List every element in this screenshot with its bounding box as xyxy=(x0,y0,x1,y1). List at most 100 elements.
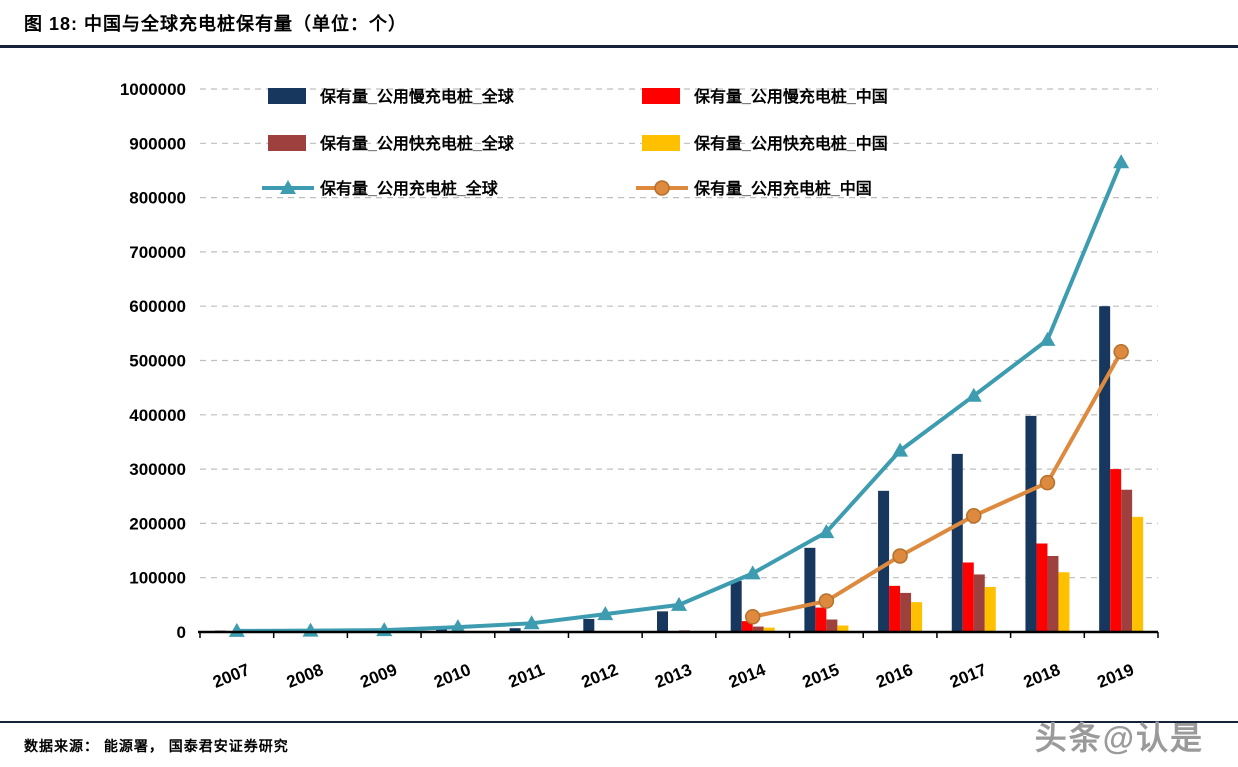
bar xyxy=(1132,516,1144,632)
circle-marker xyxy=(1039,474,1056,491)
y-tick-label: 700000 xyxy=(129,243,186,262)
title-rule xyxy=(0,45,1238,48)
bar xyxy=(962,562,974,632)
data-line xyxy=(750,349,1124,619)
x-axis xyxy=(198,630,1159,638)
bar-series xyxy=(214,306,1144,632)
y-axis-labels: 0 100000 200000 300000 400000 500000 600000 700… xyxy=(120,80,186,642)
x-tick-label: 2007 xyxy=(210,660,252,692)
bar xyxy=(1036,543,1048,632)
triangle-marker xyxy=(1113,154,1130,169)
triangle-marker xyxy=(449,619,466,634)
y-tick-label: 400000 xyxy=(129,406,186,425)
bar xyxy=(657,611,668,632)
bar xyxy=(509,628,521,632)
legend-swatch xyxy=(642,88,680,104)
legend-label: 保有量_公用充电桩_全球 xyxy=(319,179,499,198)
y-tick-label: 100000 xyxy=(129,569,186,588)
watermark-text: 头条@认是 xyxy=(1034,720,1204,756)
circle-marker xyxy=(892,548,908,564)
legend-swatch xyxy=(268,135,306,151)
triangle-marker xyxy=(523,615,540,630)
bar xyxy=(951,453,963,632)
triangle-marker xyxy=(744,565,761,580)
x-tick-label: 2010 xyxy=(431,660,473,692)
gridlines xyxy=(200,88,1158,579)
legend-label: 保有量_公用充电桩_中国 xyxy=(693,179,872,198)
circle-marker xyxy=(744,609,761,625)
legend-triangle-marker xyxy=(280,180,296,194)
figure-title: 图 18: 中国与全球充电桩保有量（单位：个） xyxy=(24,14,408,34)
triangle-marker xyxy=(965,387,982,402)
bar xyxy=(763,627,775,632)
y-tick-label: 1000000 xyxy=(120,80,186,99)
y-tick-label: 800000 xyxy=(129,189,186,208)
bar xyxy=(741,621,753,632)
legend-label: 保有量_公用慢充电桩_全球 xyxy=(319,87,515,106)
bar xyxy=(878,490,890,632)
data-source-text: 数据来源： 能源署， 国泰君安证券研究 xyxy=(24,738,289,754)
triangle-marker xyxy=(228,622,245,637)
bar xyxy=(752,626,764,632)
bar xyxy=(815,607,827,632)
bar xyxy=(837,625,849,632)
x-tick-label: 2013 xyxy=(652,660,694,692)
x-tick-label: 2018 xyxy=(1021,660,1063,692)
x-tick-label: 2012 xyxy=(579,660,621,692)
bar xyxy=(984,586,996,632)
triangle-marker xyxy=(671,596,687,611)
bar xyxy=(911,602,923,632)
bar xyxy=(1058,572,1070,632)
circle-marker xyxy=(818,593,835,609)
bar xyxy=(730,580,742,632)
y-tick-label: 300000 xyxy=(129,460,186,479)
legend-circle-marker xyxy=(654,180,670,196)
x-tick-label: 2014 xyxy=(726,660,769,692)
figure-footer: 数据来源： 能源署， 国泰君安证券研究 xyxy=(0,721,1238,767)
triangle-marker xyxy=(1039,331,1056,346)
line-series xyxy=(228,154,1130,637)
circle-marker xyxy=(966,508,982,524)
x-tick-label: 2011 xyxy=(506,660,547,691)
x-tick-label: 2016 xyxy=(873,660,915,692)
bar xyxy=(889,585,901,632)
bar xyxy=(973,574,985,632)
bar xyxy=(583,618,595,632)
y-tick-label: 200000 xyxy=(129,514,186,533)
legend-swatch xyxy=(268,88,306,104)
x-tick-label: 2019 xyxy=(1094,660,1136,692)
triangle-marker xyxy=(597,606,614,621)
legend-swatch xyxy=(642,135,680,151)
bar xyxy=(435,629,447,632)
bar xyxy=(1025,415,1037,632)
x-tick-label: 2009 xyxy=(358,660,400,692)
x-tick-label: 2008 xyxy=(284,660,326,692)
y-tick-label: 0 xyxy=(177,623,186,642)
triangle-marker xyxy=(818,524,835,539)
bar xyxy=(1121,489,1133,632)
data-line xyxy=(234,160,1124,633)
figure-header: 图 18: 中国与全球充电桩保有量（单位：个） xyxy=(0,0,1238,36)
circle-marker xyxy=(1113,344,1129,360)
x-tick-label: 2015 xyxy=(800,660,842,692)
bar xyxy=(804,547,816,632)
y-tick-label: 500000 xyxy=(129,352,186,371)
bar xyxy=(826,619,838,632)
x-axis-labels: 2007 2008 2009 2010 2011 2012 2013 2014 2015 2016… xyxy=(210,660,1136,692)
chart-area: 0 100000 200000 300000 400000 500000 600000 700… xyxy=(0,48,1238,703)
y-tick-label: 900000 xyxy=(129,134,186,153)
triangle-marker xyxy=(892,442,909,457)
bar xyxy=(900,592,912,632)
x-tick-label: 2017 xyxy=(947,660,989,692)
footer-rule xyxy=(0,721,1238,723)
bar xyxy=(1047,555,1059,632)
charging-pile-chart: 0 100000 200000 300000 400000 500000 600000 700… xyxy=(120,80,1159,692)
legend-label: 保有量_公用快充电桩_中国 xyxy=(693,134,888,153)
bar xyxy=(1110,469,1122,632)
bar xyxy=(1099,306,1111,632)
legend-label: 保有量_公用慢充电桩_中国 xyxy=(693,87,888,106)
chart-legend: 保有量_公用慢充电桩_全球 保有量_公用慢充电桩_中国保有量_公用快充电桩_全球保… xyxy=(262,87,888,198)
y-tick-label: 600000 xyxy=(129,297,186,316)
legend-label: 保有量_公用快充电桩_全球 xyxy=(319,134,515,153)
